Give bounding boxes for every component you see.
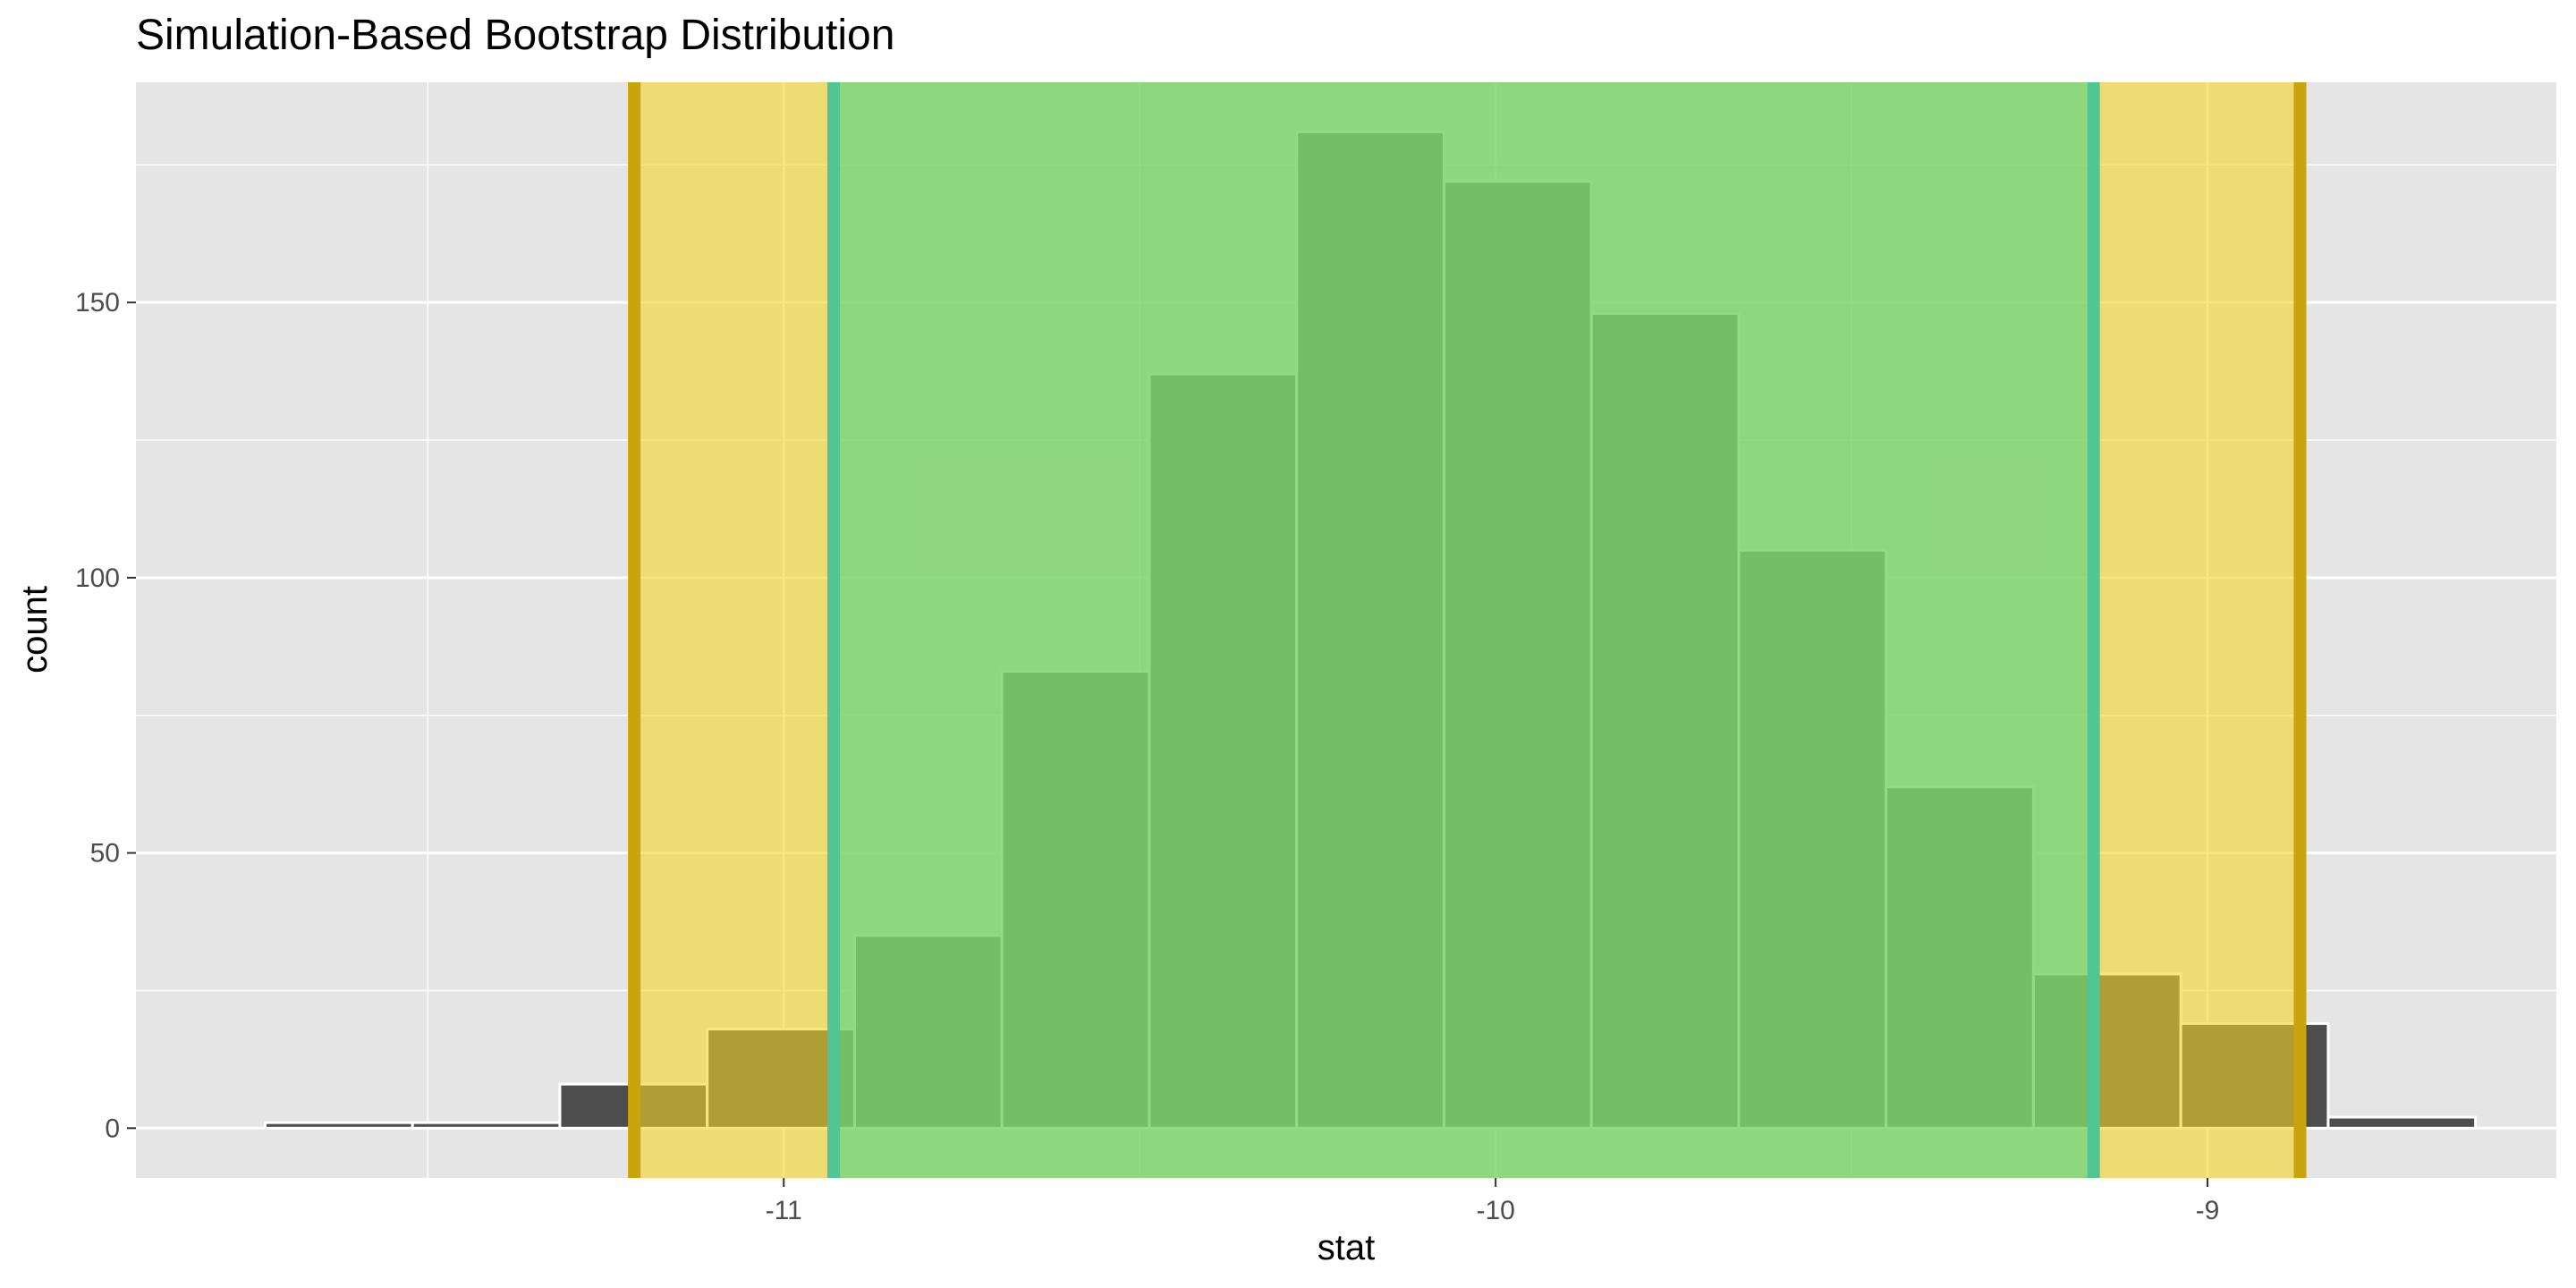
y-tick-label: 150 bbox=[75, 288, 120, 318]
x-axis-ticks: -11 -10 -9 bbox=[766, 1178, 2220, 1225]
x-axis-title: stat bbox=[1318, 1228, 1375, 1267]
histogram-bar bbox=[2326, 1115, 2478, 1130]
y-axis-title: count bbox=[15, 586, 55, 674]
y-tick-label: 50 bbox=[90, 839, 120, 869]
y-tick-label: 0 bbox=[105, 1114, 120, 1143]
y-axis-ticks: 0 50 100 150 bbox=[75, 288, 136, 1143]
histogram-bar bbox=[263, 1121, 414, 1130]
y-tick-label: 100 bbox=[75, 564, 120, 593]
x-tick-label: -10 bbox=[1476, 1196, 1514, 1225]
ci-shade-2 bbox=[833, 82, 2094, 1178]
chart-title: Simulation-Based Bootstrap Distribution bbox=[136, 12, 894, 59]
x-tick-label: -9 bbox=[2196, 1196, 2220, 1225]
x-tick-label: -11 bbox=[766, 1196, 802, 1225]
confidence-interval-shading bbox=[628, 82, 2307, 1178]
histogram-bar bbox=[411, 1121, 562, 1130]
